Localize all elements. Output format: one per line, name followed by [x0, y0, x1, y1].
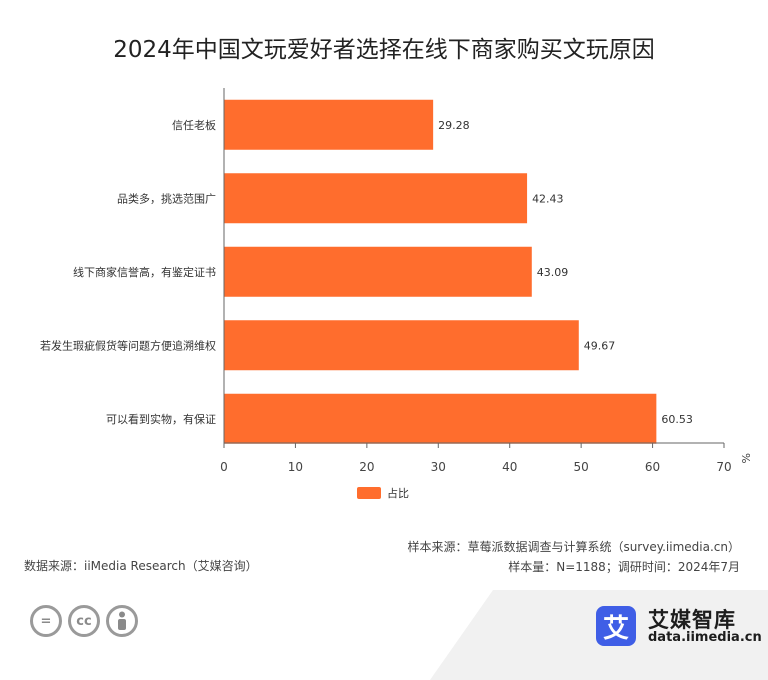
category-label: 信任老板 [172, 118, 216, 132]
legend-label: 占比 [387, 486, 409, 500]
data-label: 60.53 [661, 413, 693, 426]
data-label: 43.09 [537, 266, 569, 279]
bar [224, 320, 579, 371]
category-label: 若发生瑕疵假货等问题方便追溯维权 [40, 338, 216, 352]
unit-label: % [739, 453, 752, 463]
x-tick-label: 70 [716, 460, 731, 474]
legend-swatch [357, 487, 381, 499]
data-label: 42.43 [532, 192, 564, 205]
bar [224, 246, 532, 297]
x-tick-label: 40 [502, 460, 517, 474]
bar [224, 393, 657, 444]
category-label: 可以看到实物，有保证 [106, 412, 216, 426]
data-label: 29.28 [438, 119, 470, 132]
x-tick-label: 10 [288, 460, 303, 474]
cc-icon: cc [68, 605, 100, 637]
license-icons: = cc [30, 605, 138, 637]
x-tick-label: 20 [359, 460, 374, 474]
sample-source: 样本来源：草莓派数据调查与计算系统（survey.iimedia.cn） [407, 540, 740, 554]
x-tick-label: 0 [220, 460, 228, 474]
x-tick-label: 60 [645, 460, 660, 474]
x-tick-label: 50 [574, 460, 589, 474]
brand-url: data.iimedia.cn [648, 630, 762, 645]
chart-title: 2024年中国文玩爱好者选择在线下商家购买文玩原因 [113, 37, 655, 63]
brand-name: 艾媒智库 [648, 608, 736, 632]
x-tick-label: 30 [431, 460, 446, 474]
bar-chart: 29.28 信任老板 42.43 品类多，挑选范围广 43.09 线下商家信誉高，有鉴定证… [40, 88, 752, 500]
sample-size: 样本量：N=1188；调研时间：2024年7月 [508, 560, 740, 574]
category-label: 线下商家信誉高，有鉴定证书 [73, 265, 216, 279]
equals-icon: = [30, 605, 62, 637]
data-source: 数据来源：iiMedia Research（艾媒咨询） [24, 559, 258, 573]
bar [224, 99, 434, 150]
brand-logo-icon: 艾 [596, 606, 636, 646]
category-label: 品类多，挑选范围广 [117, 191, 216, 205]
data-label: 49.67 [584, 339, 616, 352]
person-icon [106, 605, 138, 637]
bar [224, 173, 528, 224]
